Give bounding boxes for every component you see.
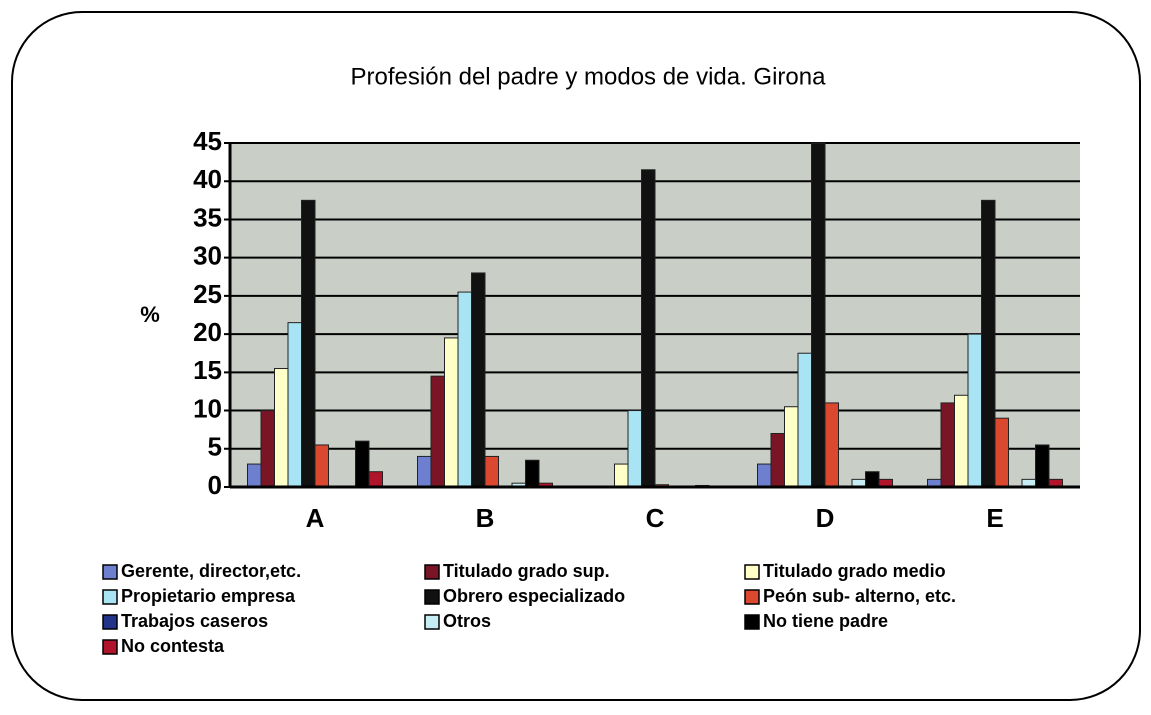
x-tick-label: D <box>816 503 835 533</box>
chart-title: Profesión del padre y modos de vida. Gir… <box>351 63 827 90</box>
x-tick-label: E <box>986 503 1003 533</box>
bar <box>641 169 656 488</box>
x-tick-label: B <box>476 503 495 533</box>
bar <box>811 142 826 488</box>
bar <box>355 440 370 488</box>
bar <box>430 375 445 488</box>
legend-swatch <box>744 564 760 580</box>
legend-label: No tiene padre <box>763 611 888 631</box>
bar <box>368 471 383 488</box>
legend-swatch <box>102 564 118 580</box>
y-tick-label: 15 <box>193 355 222 385</box>
legend-label: Obrero especializado <box>443 586 625 606</box>
legend-label: Propietario empresa <box>121 586 296 606</box>
bar <box>627 410 642 488</box>
bar <box>260 410 275 488</box>
bar <box>865 471 880 488</box>
x-tick-label: A <box>306 503 325 533</box>
legend-swatch <box>102 639 118 655</box>
bar <box>247 463 262 488</box>
y-tick-label: 40 <box>193 164 222 194</box>
bar <box>954 394 969 488</box>
y-axis-label: % <box>140 302 160 327</box>
bar <box>314 444 329 488</box>
bar <box>614 463 629 488</box>
x-tick-label: C <box>646 503 665 533</box>
legend-swatch <box>744 589 760 605</box>
bar <box>457 291 472 488</box>
legend-label: No contesta <box>121 636 225 656</box>
y-tick-label: 10 <box>193 393 222 423</box>
bar <box>757 463 772 488</box>
bar <box>770 432 785 488</box>
legend-swatch <box>102 614 118 630</box>
y-tick-label: 0 <box>208 470 222 500</box>
bar <box>784 406 799 488</box>
y-tick-label: 20 <box>193 317 222 347</box>
y-tick-label: 25 <box>193 279 222 309</box>
legend-label: Titulado grado sup. <box>443 561 610 581</box>
y-tick-label: 5 <box>208 432 222 462</box>
bar <box>797 352 812 488</box>
legend-swatch <box>424 564 440 580</box>
bar <box>981 199 996 488</box>
y-tick-label: 45 <box>193 126 222 156</box>
legend-label: Gerente, director,etc. <box>121 561 301 581</box>
y-tick-label: 30 <box>193 241 222 271</box>
bar <box>444 337 459 488</box>
legend-label: Otros <box>443 611 491 631</box>
bar <box>484 455 499 488</box>
legend-swatch <box>424 589 440 605</box>
bar <box>824 402 839 488</box>
bar <box>994 417 1009 488</box>
bar <box>940 402 955 488</box>
bar <box>525 459 540 488</box>
bar <box>287 322 302 488</box>
frame <box>11 11 1141 701</box>
legend-label: Peón sub- alterno, etc. <box>763 586 956 606</box>
bar <box>274 368 289 488</box>
legend-swatch <box>102 589 118 605</box>
bar <box>967 333 982 488</box>
legend-swatch <box>424 614 440 630</box>
bar <box>1035 444 1050 488</box>
bar <box>301 199 316 488</box>
bar <box>471 272 486 488</box>
y-tick-label: 35 <box>193 202 222 232</box>
bar <box>417 455 432 488</box>
legend-label: Trabajos caseros <box>121 611 268 631</box>
legend-swatch <box>744 614 760 630</box>
legend-label: Titulado grado medio <box>763 561 946 581</box>
